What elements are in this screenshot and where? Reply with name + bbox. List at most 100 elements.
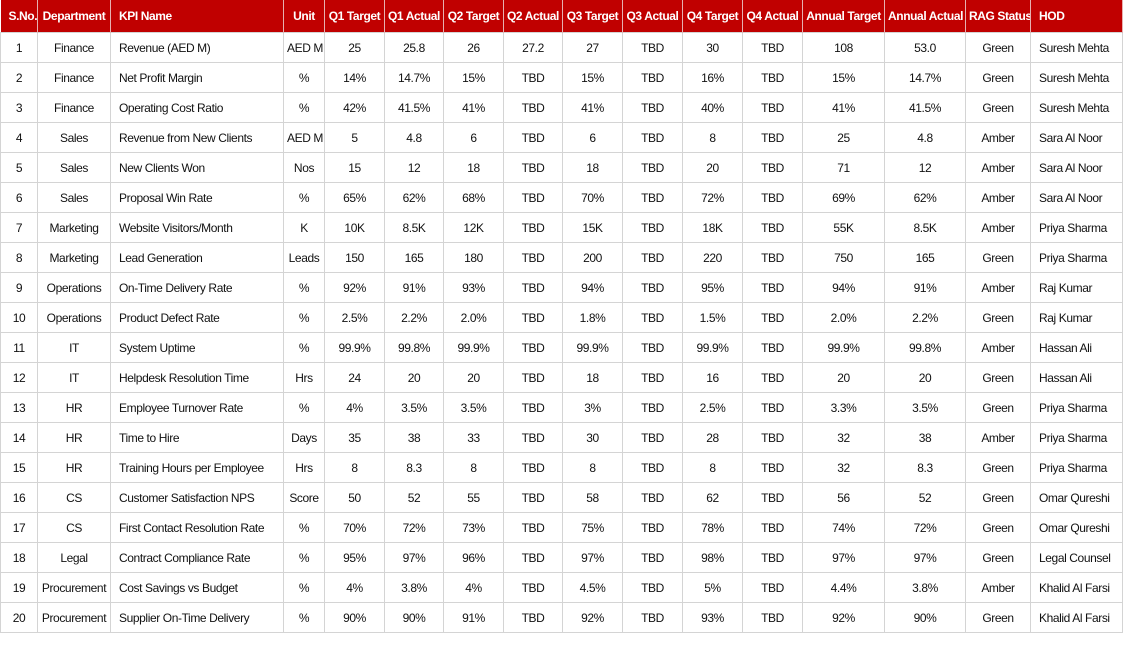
table-cell: 1.8% (562, 302, 623, 333)
table-cell: 99.8% (384, 332, 444, 363)
table-cell: 75% (562, 512, 623, 543)
table-row: 12 IT Helpdesk Resolution Time Hrs 24 20 20 TBD… (0, 362, 1123, 393)
table-cell: 8 (0, 242, 38, 273)
table-cell: Legal Counsel (1030, 542, 1123, 573)
table-cell: 18 (443, 152, 504, 183)
table-cell: 3% (562, 392, 623, 423)
table-cell: 20 (682, 152, 743, 183)
table-cell: TBD (622, 512, 683, 543)
table-cell: 24 (324, 362, 385, 393)
column-header: Q4 Actual (742, 0, 803, 33)
table-cell: Green (965, 482, 1031, 513)
table-cell: TBD (622, 572, 683, 603)
table-cell: 3.5% (443, 392, 504, 423)
table-cell: % (283, 182, 325, 213)
table-cell: Khalid Al Farsi (1030, 602, 1123, 633)
table-cell: TBD (622, 92, 683, 123)
column-header: Unit (283, 0, 325, 33)
table-cell: % (283, 302, 325, 333)
table-cell: 20 (802, 362, 885, 393)
table-cell: Suresh Mehta (1030, 32, 1123, 63)
column-header: Q2 Actual (503, 0, 563, 33)
table-cell: Sales (37, 152, 111, 183)
column-header: Annual Actual (884, 0, 966, 33)
table-cell: TBD (622, 482, 683, 513)
table-cell: AED M (283, 122, 325, 153)
table-row: 15 HR Training Hours per Employee Hrs 8 8.3 8 T… (0, 452, 1123, 483)
table-cell: 12 (384, 152, 444, 183)
table-cell: 2.2% (884, 302, 966, 333)
table-cell: Omar Qureshi (1030, 512, 1123, 543)
table-cell: CS (37, 482, 111, 513)
table-cell: 14 (0, 422, 38, 453)
table-row: 11 IT System Uptime% 99.9% 99.8% 99.9% TBD 99.9… (0, 332, 1123, 363)
table-cell: 26 (443, 32, 504, 63)
table-cell: TBD (742, 32, 803, 63)
table-cell: 150 (324, 242, 385, 273)
table-cell: 28 (682, 422, 743, 453)
table-cell: 94% (802, 272, 885, 303)
table-cell: 42% (324, 92, 385, 123)
table-cell: Amber (965, 122, 1031, 153)
table-cell: TBD (503, 602, 563, 633)
table-cell: 2.5% (682, 392, 743, 423)
table-cell: New Clients Won (110, 152, 284, 183)
table-cell: % (283, 332, 325, 363)
table-cell: 11 (0, 332, 38, 363)
table-cell: CS (37, 512, 111, 543)
table-cell: 20 (443, 362, 504, 393)
table-cell: Nos (283, 152, 325, 183)
table-cell: Amber (965, 332, 1031, 363)
table-row: 9 Operations On-Time Delivery Rate% 92% 91% 9… (0, 272, 1123, 303)
table-cell: 14.7% (884, 62, 966, 93)
table-cell: 97% (562, 542, 623, 573)
column-header: Q3 Actual (622, 0, 683, 33)
table-cell: 3.8% (384, 572, 444, 603)
table-cell: TBD (503, 272, 563, 303)
table-cell: 32 (802, 452, 885, 483)
table-cell: Revenue (AED M) (110, 32, 284, 63)
table-cell: 90% (384, 602, 444, 633)
table-cell: 93% (443, 272, 504, 303)
table-cell: HR (37, 392, 111, 423)
table-cell: TBD (503, 362, 563, 393)
table-cell: TBD (503, 332, 563, 363)
table-cell: 95% (682, 272, 743, 303)
table-cell: 38 (384, 422, 444, 453)
table-cell: 4.8 (384, 122, 444, 153)
table-cell: Hassan Ali (1030, 332, 1123, 363)
table-cell: 15% (802, 62, 885, 93)
table-cell: Raj Kumar (1030, 272, 1123, 303)
table-cell: 58 (562, 482, 623, 513)
table-cell: 41.5% (884, 92, 966, 123)
column-header: Q2 Target (443, 0, 504, 33)
table-cell: 69% (802, 182, 885, 213)
table-cell: Khalid Al Farsi (1030, 572, 1123, 603)
table-cell: 62% (384, 182, 444, 213)
table-cell: 14.7% (384, 62, 444, 93)
table-cell: 4.5% (562, 572, 623, 603)
table-cell: 13 (0, 392, 38, 423)
table-cell: Procurement (37, 572, 111, 603)
table-cell: Operations (37, 302, 111, 333)
table-cell: TBD (742, 122, 803, 153)
table-cell: 8.3 (884, 452, 966, 483)
table-cell: 73% (443, 512, 504, 543)
table-cell: 27.2 (503, 32, 563, 63)
table-cell: 97% (384, 542, 444, 573)
table-cell: TBD (503, 212, 563, 243)
table-cell: 41% (802, 92, 885, 123)
table-cell: 12K (443, 212, 504, 243)
table-cell: 750 (802, 242, 885, 273)
table-cell: TBD (503, 122, 563, 153)
table-cell: 30 (562, 422, 623, 453)
header-row: S.No. Department KPI Name Unit Q1 Target Q1 A… (0, 0, 1123, 33)
table-cell: Marketing (37, 242, 111, 273)
table-cell: 2.0% (802, 302, 885, 333)
table-cell: % (283, 542, 325, 573)
table-cell: 4% (443, 572, 504, 603)
table-cell: 90% (324, 602, 385, 633)
table-cell: Amber (965, 422, 1031, 453)
table-cell: TBD (503, 572, 563, 603)
table-cell: 71 (802, 152, 885, 183)
